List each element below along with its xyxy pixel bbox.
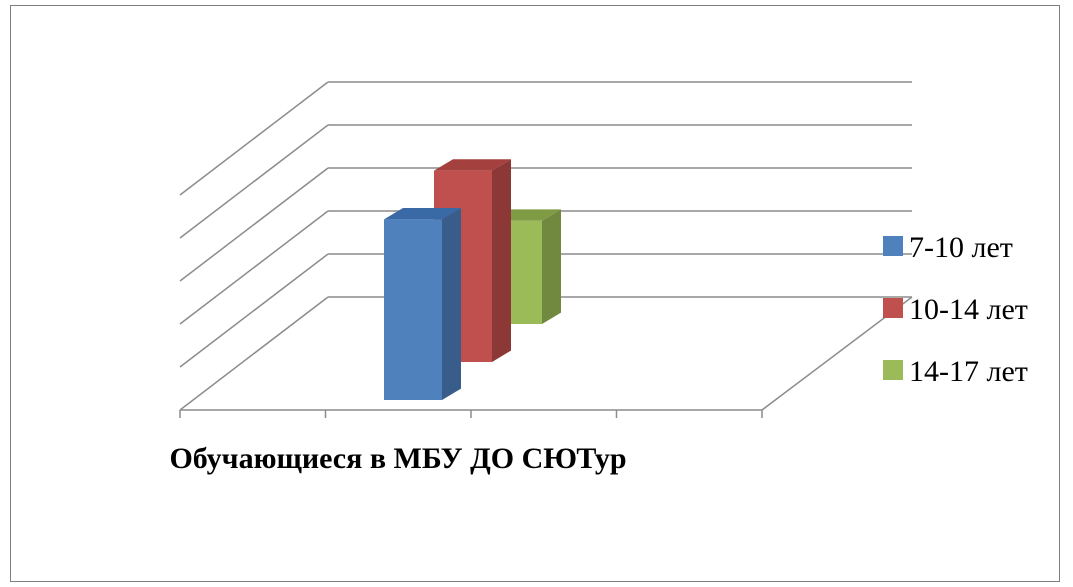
floor-left-edge (179, 296, 329, 411)
side-gridline-4 (179, 124, 329, 239)
bar-side-face (492, 159, 511, 362)
legend-label: 14-17 лет (909, 355, 1028, 388)
bar-top-face (434, 159, 511, 171)
side-gridline-2 (179, 210, 329, 325)
side-gridline-3 (179, 167, 329, 282)
bars (384, 159, 561, 400)
side-gridline-5 (179, 81, 329, 196)
bar-side-face (442, 208, 461, 400)
bar-side-face (542, 209, 561, 324)
category-label: Обучающиеся в МБУ ДО СЮТур (169, 442, 626, 475)
side-gridline-1 (179, 253, 329, 368)
legend: 7-10 лет 10-14 лет 14-17 лет (883, 231, 1028, 388)
legend-swatch (883, 236, 903, 256)
legend-swatch (883, 360, 903, 380)
legend-label: 10-14 лет (909, 293, 1028, 326)
legend-swatch (883, 298, 903, 318)
bar-front-face (384, 219, 442, 400)
bar-7-10 лет (384, 208, 461, 400)
legend-label: 7-10 лет (909, 231, 1013, 264)
bar-top-face (384, 208, 461, 220)
